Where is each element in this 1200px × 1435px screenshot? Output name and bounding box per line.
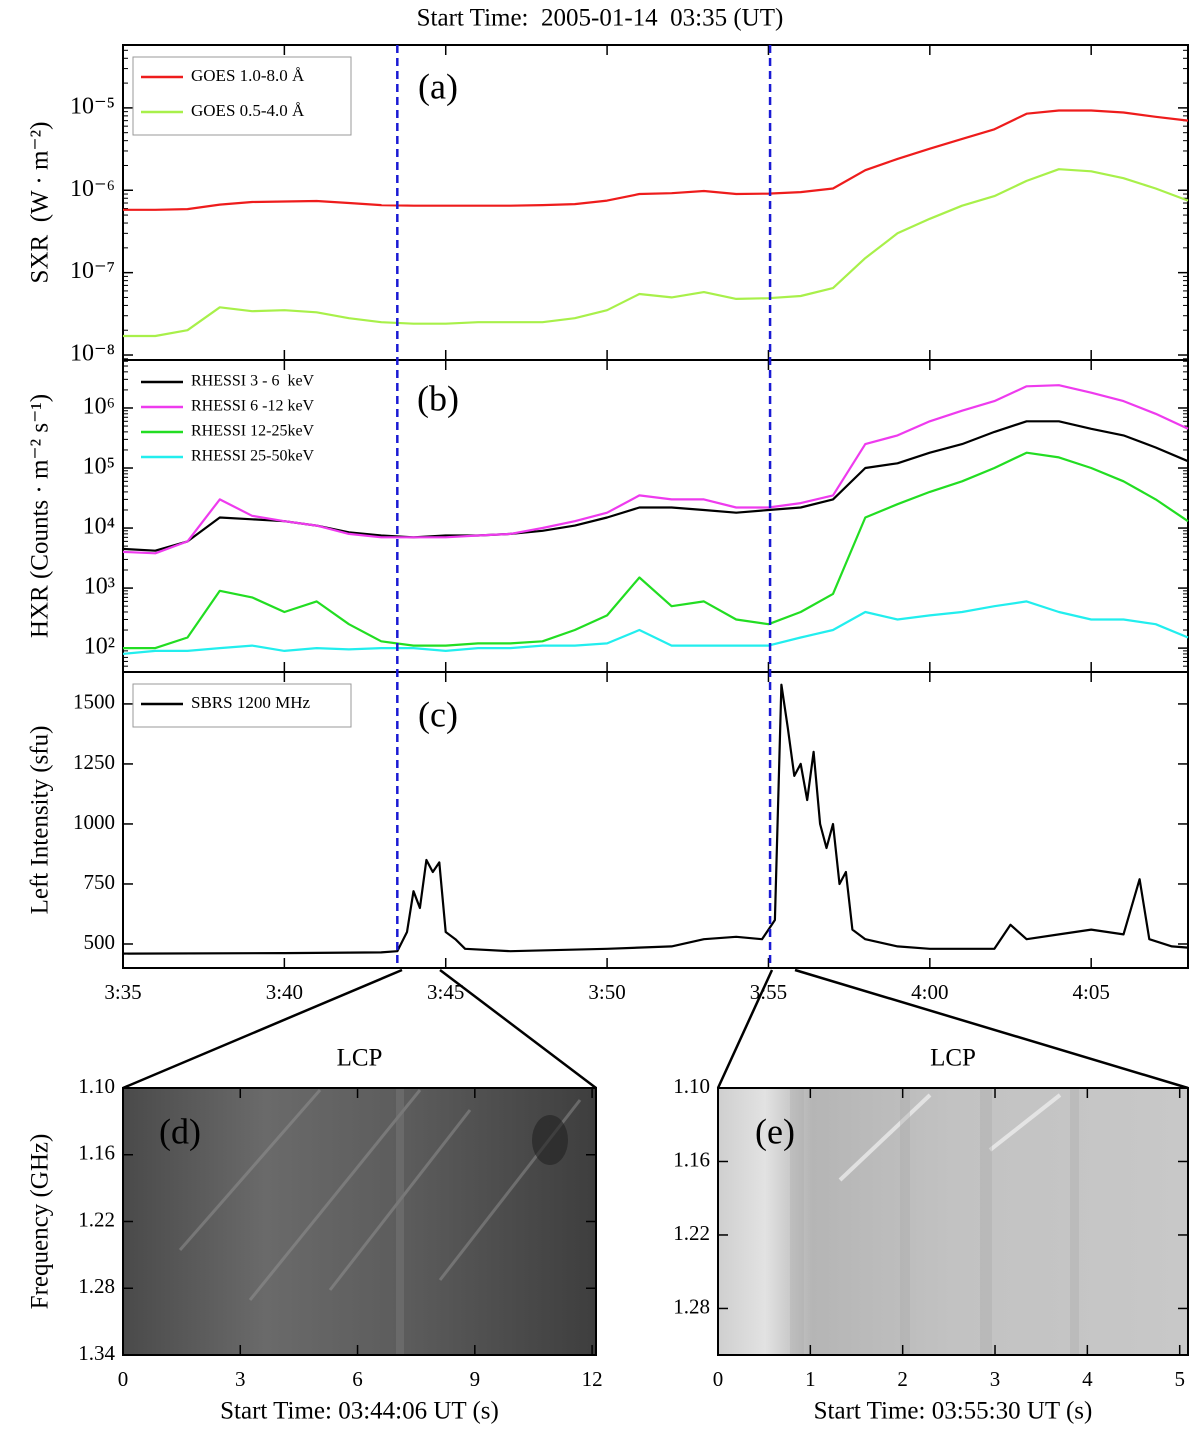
legend-frame xyxy=(132,683,352,728)
x-tick-label: 4:05 xyxy=(1073,980,1110,1004)
legend-label: SBRS 1200 MHz xyxy=(191,693,310,712)
y-tick-label: 10⁴ xyxy=(83,514,115,540)
x-tick-label: 3:35 xyxy=(104,980,141,1004)
x-tick-label: 12 xyxy=(582,1367,603,1391)
panel-label: (c) xyxy=(418,694,458,734)
figure-title: Start Time: 2005-01-14 03:35 (UT) xyxy=(417,5,784,32)
x-tick-label: 1 xyxy=(805,1367,816,1391)
y-tick-label: 1.28 xyxy=(78,1274,115,1298)
panel-title: LCP xyxy=(337,1045,383,1072)
panel-label: (d) xyxy=(159,1111,201,1151)
y-tick-label: 1.22 xyxy=(673,1221,710,1245)
y-tick-label: 10⁻⁷ xyxy=(70,258,115,284)
x-tick-label: 4:00 xyxy=(911,980,948,1004)
y-axis-label: Left Intensity (sfu) xyxy=(27,726,54,915)
x-tick-label: 3:45 xyxy=(427,980,464,1004)
x-tick-label: 0 xyxy=(118,1367,129,1391)
x-tick-label: 3 xyxy=(990,1367,1001,1391)
x-axis-label: Start Time: 03:55:30 UT (s) xyxy=(814,1398,1093,1425)
x-tick-label: 3:55 xyxy=(750,980,787,1004)
y-tick-label: 1250 xyxy=(73,750,115,774)
y-axis-label: HXR (Counts · m⁻² s⁻¹) xyxy=(27,394,54,638)
y-axis-label: SXR (W · m⁻²) xyxy=(27,122,54,284)
plot-frame xyxy=(122,671,1189,969)
y-axis-label: Frequency (GHz) xyxy=(27,1134,54,1310)
x-tick-label: 0 xyxy=(713,1367,724,1391)
x-tick-label: 3 xyxy=(235,1367,246,1391)
panel-title: LCP xyxy=(930,1045,976,1072)
y-tick-label: 750 xyxy=(84,870,116,894)
x-tick-label: 3:50 xyxy=(588,980,625,1004)
legend-label: GOES 0.5-4.0 Å xyxy=(191,101,305,120)
y-tick-label: 10⁻⁸ xyxy=(70,341,115,367)
panel-label: (a) xyxy=(418,66,458,106)
y-tick-label: 10² xyxy=(84,634,115,660)
series-line xyxy=(123,168,1189,338)
y-tick-label: 10⁵ xyxy=(83,454,115,480)
series-line xyxy=(123,451,1189,650)
x-tick-label: 9 xyxy=(470,1367,481,1391)
y-tick-label: 10⁶ xyxy=(83,393,115,419)
y-tick-label: 10⁻⁵ xyxy=(70,93,115,119)
y-tick-label: 1.34 xyxy=(78,1341,115,1365)
spectrogram-image-e xyxy=(718,1088,1188,1355)
x-tick-label: 5 xyxy=(1174,1367,1185,1391)
x-axis-label: Start Time: 03:44:06 UT (s) xyxy=(220,1398,499,1425)
y-tick-label: 10³ xyxy=(84,574,115,600)
x-tick-label: 6 xyxy=(352,1367,363,1391)
plot-frame xyxy=(717,1087,1189,1356)
legend-frame xyxy=(132,56,352,136)
x-tick-label: 4 xyxy=(1082,1367,1093,1391)
y-tick-label: 1.16 xyxy=(78,1141,115,1165)
y-tick-label: 500 xyxy=(84,930,116,954)
series-line xyxy=(123,109,1189,211)
panel-label: (e) xyxy=(755,1111,795,1151)
spectrogram-image-d xyxy=(123,1088,596,1355)
y-tick-label: 1.16 xyxy=(673,1147,710,1171)
x-tick-label: 3:40 xyxy=(266,980,303,1004)
legend-label: RHESSI 6 -12 keV xyxy=(191,398,315,415)
series-line xyxy=(122,683,1189,955)
y-tick-label: 1.28 xyxy=(673,1294,710,1318)
series-line xyxy=(122,384,1189,555)
connectors xyxy=(122,968,1189,1090)
legend-label: RHESSI 3 - 6 keV xyxy=(191,373,315,390)
y-tick-label: 10⁻⁶ xyxy=(70,176,115,202)
y-tick-label: 1.10 xyxy=(673,1074,710,1098)
series-line xyxy=(122,420,1189,552)
legend-label: RHESSI 12-25keV xyxy=(191,423,315,440)
y-tick-label: 1000 xyxy=(73,810,115,834)
legend-label: RHESSI 25-50keV xyxy=(191,448,315,465)
y-tick-label: 1.22 xyxy=(78,1207,115,1231)
y-tick-label: 1.10 xyxy=(78,1074,115,1098)
legend-label: GOES 1.0-8.0 Å xyxy=(191,66,305,85)
series-line xyxy=(122,600,1189,655)
x-tick-label: 2 xyxy=(897,1367,908,1391)
panel-label: (b) xyxy=(417,378,459,418)
y-tick-label: 1500 xyxy=(73,690,115,714)
